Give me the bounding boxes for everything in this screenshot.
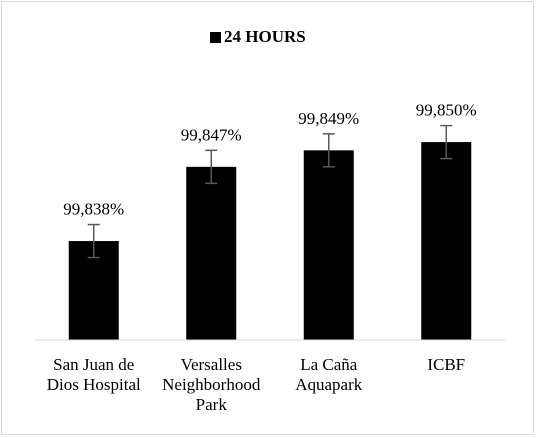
data-label: 99,849% bbox=[298, 109, 359, 128]
legend: 24 HOURS bbox=[210, 27, 306, 46]
data-label: 99,838% bbox=[63, 200, 124, 219]
bar bbox=[303, 150, 354, 340]
category-label: Versalles bbox=[181, 355, 242, 374]
bar bbox=[421, 142, 472, 340]
plot-area: 99,838% 99,847% 99,849% 99,850% bbox=[63, 101, 477, 340]
legend-swatch bbox=[210, 32, 221, 43]
category-label: Park bbox=[196, 395, 228, 414]
category-label: San Juan de bbox=[53, 355, 134, 374]
data-label: 99,847% bbox=[181, 125, 242, 144]
data-label: 99,850% bbox=[416, 101, 477, 120]
category-label: Dios Hospital bbox=[47, 375, 141, 394]
legend-label: 24 HOURS bbox=[224, 27, 306, 46]
category-label: Aquapark bbox=[295, 375, 363, 394]
category-label: La Caña bbox=[300, 355, 358, 374]
category-label: ICBF bbox=[427, 355, 465, 374]
category-label: Neighborhood bbox=[162, 375, 261, 394]
bar bbox=[186, 166, 237, 340]
